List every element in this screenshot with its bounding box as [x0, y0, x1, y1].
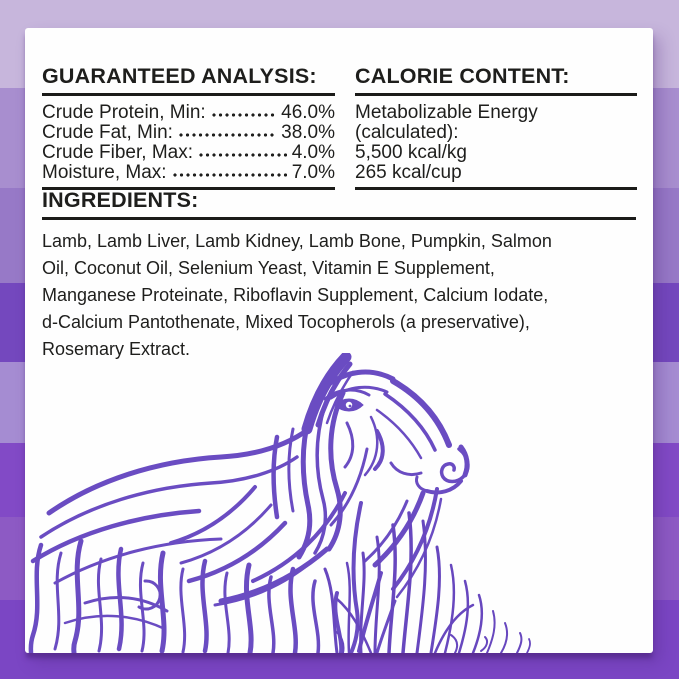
analysis-value: 46.0% [281, 101, 335, 123]
calorie-content-section: CALORIE CONTENT: Metabolizable Energy (c… [355, 65, 637, 190]
grass-tuft [323, 511, 531, 653]
analysis-row: Moisture, Max: 7.0% [42, 161, 335, 183]
ingredients-text: Lamb, Lamb Liver, Lamb Kidney, Lamb Bone… [42, 230, 552, 359]
lamb-head [322, 369, 470, 495]
calorie-content-title: CALORIE CONTENT: [355, 65, 637, 96]
dot-leader [171, 163, 287, 178]
dot-leader [198, 143, 287, 158]
analysis-row: Crude Protein, Min: 46.0% [42, 101, 335, 123]
analysis-value: 4.0% [291, 141, 335, 163]
analysis-value: 7.0% [291, 161, 335, 183]
ingredients-section: INGREDIENTS: Lamb, Lamb Liver, Lamb Kidn… [42, 189, 636, 363]
analysis-row: Crude Fiber, Max: 4.0% [42, 141, 335, 163]
lamb-body-fleece [28, 538, 344, 653]
lamb-ear [301, 353, 355, 435]
analysis-value: 38.0% [281, 121, 335, 143]
lamb-back [30, 426, 312, 585]
guaranteed-analysis-title: GUARANTEED ANALYSIS: [42, 65, 335, 96]
analysis-label: Crude Protein, Min: [42, 101, 206, 123]
lamb-illustration [28, 353, 531, 653]
analysis-label: Moisture, Max: [42, 161, 167, 183]
lamb-fleece-neck [271, 390, 346, 560]
label-card: GUARANTEED ANALYSIS: Crude Protein, Min:… [25, 28, 653, 653]
dot-leader [177, 123, 277, 138]
analysis-label: Crude Fiber, Max: [42, 141, 193, 163]
ingredients-title: INGREDIENTS: [42, 189, 636, 220]
calorie-content-values: Metabolizable Energy (calculated): 5,500… [355, 102, 637, 190]
guaranteed-analysis-table: Crude Protein, Min: 46.0% Crude Fat, Min… [42, 101, 335, 190]
dot-leader [210, 103, 277, 118]
analysis-label: Crude Fat, Min: [42, 121, 173, 143]
guaranteed-analysis-section: GUARANTEED ANALYSIS: Crude Protein, Min:… [42, 65, 335, 190]
analysis-row: Crude Fat, Min: 38.0% [42, 121, 335, 143]
